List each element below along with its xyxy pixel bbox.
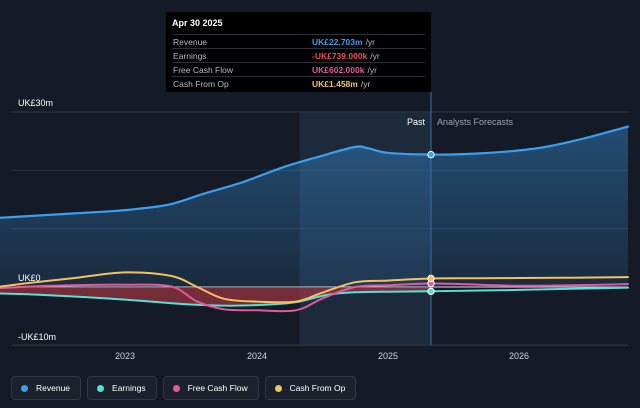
revenue-line bbox=[0, 125, 630, 219]
legend-item-cash-from-op[interactable]: Cash From Op bbox=[264, 376, 357, 400]
x-tick-label: 2025 bbox=[378, 351, 398, 361]
tooltip-unit: /yr bbox=[365, 36, 376, 47]
revenue-marker-dot bbox=[427, 150, 435, 159]
tooltip-unit: /yr bbox=[367, 64, 377, 75]
earnings-marker-dot bbox=[427, 287, 435, 296]
cash-from-op-line bbox=[0, 271, 629, 304]
tooltip-series-name: Cash From Op bbox=[173, 78, 229, 89]
free-cash-flow-line bbox=[0, 282, 629, 313]
tooltip-unit: /yr bbox=[370, 50, 380, 61]
tooltip-series-value: -UK£739.000k bbox=[312, 50, 368, 61]
tooltip-row-earnings: Earnings -UK£739.000k /yr bbox=[172, 48, 425, 62]
revenue-area bbox=[0, 126, 628, 287]
legend-dot-icon bbox=[21, 384, 28, 392]
legend-label: Revenue bbox=[36, 383, 71, 393]
tooltip-row-revenue: Revenue UK£22.703m /yr bbox=[172, 34, 425, 48]
x-tick-label: 2026 bbox=[509, 351, 529, 361]
x-tick-label: 2023 bbox=[115, 351, 135, 361]
chart-tooltip: Apr 30 2025 Revenue UK£22.703m /yr Earni… bbox=[166, 12, 431, 92]
analysts-forecasts-label: Analysts Forecasts bbox=[437, 117, 514, 127]
legend-dot-icon bbox=[97, 384, 105, 392]
chart-legend: Revenue Earnings Free Cash Flow Cash Fro… bbox=[11, 376, 357, 400]
tooltip-row-free-cash-flow: Free Cash Flow UK£602.000k /yr bbox=[172, 62, 425, 76]
tooltip-series-name: Free Cash Flow bbox=[173, 64, 233, 75]
legend-dot-icon bbox=[172, 384, 180, 392]
y-axis-label-bottom: -UK£10m bbox=[18, 332, 56, 342]
legend-label: Free Cash Flow bbox=[187, 383, 248, 393]
tooltip-series-name: Revenue bbox=[173, 36, 208, 47]
tooltip-series-value: UK£602.000k bbox=[312, 64, 365, 75]
tooltip-series-value: UK£1.458m bbox=[312, 78, 358, 89]
legend-item-free-cash-flow[interactable]: Free Cash Flow bbox=[162, 376, 259, 400]
tooltip-row-cash-from-op: Cash From Op UK£1.458m /yr bbox=[172, 76, 425, 90]
legend-dot-icon bbox=[274, 384, 282, 392]
legend-item-revenue[interactable]: Revenue bbox=[11, 376, 82, 400]
legend-label: Cash From Op bbox=[289, 383, 346, 393]
tooltip-unit: /yr bbox=[360, 78, 371, 89]
tooltip-date: Apr 30 2025 bbox=[172, 18, 223, 28]
tooltip-series-value: UK£22.703m bbox=[312, 36, 363, 47]
legend-label: Earnings bbox=[112, 383, 146, 393]
y-axis-label-top: UK£30m bbox=[18, 98, 53, 108]
tooltip-series-name: Earnings bbox=[173, 50, 207, 61]
legend-item-earnings[interactable]: Earnings bbox=[87, 376, 157, 400]
past-label: Past bbox=[407, 117, 426, 127]
cash-from-op-marker-dot bbox=[427, 274, 435, 283]
x-tick-label: 2024 bbox=[247, 351, 267, 361]
y-axis-label-zero: UK£0 bbox=[18, 273, 41, 283]
